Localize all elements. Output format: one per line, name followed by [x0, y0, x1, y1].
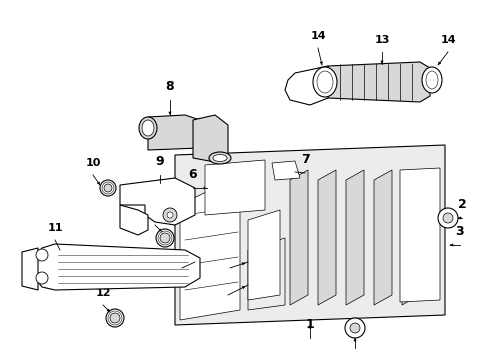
Text: 13: 13 — [373, 35, 389, 45]
Circle shape — [442, 213, 452, 223]
Text: 14: 14 — [439, 35, 455, 45]
Text: 6: 6 — [188, 168, 197, 181]
Polygon shape — [247, 210, 280, 300]
Polygon shape — [120, 205, 148, 235]
Ellipse shape — [142, 120, 154, 136]
Polygon shape — [373, 170, 391, 305]
Ellipse shape — [421, 67, 441, 93]
Text: 7: 7 — [300, 153, 309, 166]
Text: 5: 5 — [223, 275, 232, 288]
Ellipse shape — [208, 152, 230, 164]
Polygon shape — [247, 238, 285, 310]
Circle shape — [437, 208, 457, 228]
Text: 2: 2 — [457, 198, 466, 211]
Polygon shape — [399, 168, 439, 302]
Text: 3: 3 — [455, 225, 464, 238]
Circle shape — [167, 212, 173, 218]
Polygon shape — [289, 170, 307, 305]
Circle shape — [106, 309, 124, 327]
Circle shape — [156, 229, 174, 247]
Polygon shape — [148, 115, 204, 150]
Polygon shape — [346, 170, 363, 305]
Polygon shape — [175, 145, 444, 325]
Ellipse shape — [213, 154, 226, 162]
Ellipse shape — [139, 117, 157, 139]
Polygon shape — [193, 115, 227, 162]
Polygon shape — [401, 170, 419, 305]
Text: 9: 9 — [155, 155, 164, 168]
Polygon shape — [22, 248, 38, 290]
Ellipse shape — [312, 67, 336, 97]
Circle shape — [349, 323, 359, 333]
Text: 1: 1 — [305, 318, 314, 331]
Text: 10: 10 — [85, 158, 101, 168]
Polygon shape — [35, 244, 200, 290]
Text: 12: 12 — [147, 208, 163, 218]
Polygon shape — [180, 175, 240, 320]
Polygon shape — [271, 161, 299, 180]
Circle shape — [163, 208, 177, 222]
Polygon shape — [285, 66, 327, 105]
Text: 3: 3 — [177, 248, 186, 261]
Text: 2: 2 — [350, 328, 359, 341]
Text: 12: 12 — [95, 288, 110, 298]
Polygon shape — [327, 62, 429, 102]
Text: 8: 8 — [165, 80, 174, 93]
Text: 4: 4 — [225, 248, 234, 261]
Polygon shape — [120, 178, 195, 225]
Circle shape — [110, 313, 120, 323]
Circle shape — [160, 233, 170, 243]
Circle shape — [36, 249, 48, 261]
Circle shape — [36, 272, 48, 284]
Text: 14: 14 — [309, 31, 325, 41]
Text: 11: 11 — [47, 223, 62, 233]
Circle shape — [345, 318, 364, 338]
Polygon shape — [204, 160, 264, 215]
Circle shape — [104, 184, 112, 192]
Circle shape — [100, 180, 116, 196]
Polygon shape — [317, 170, 335, 305]
